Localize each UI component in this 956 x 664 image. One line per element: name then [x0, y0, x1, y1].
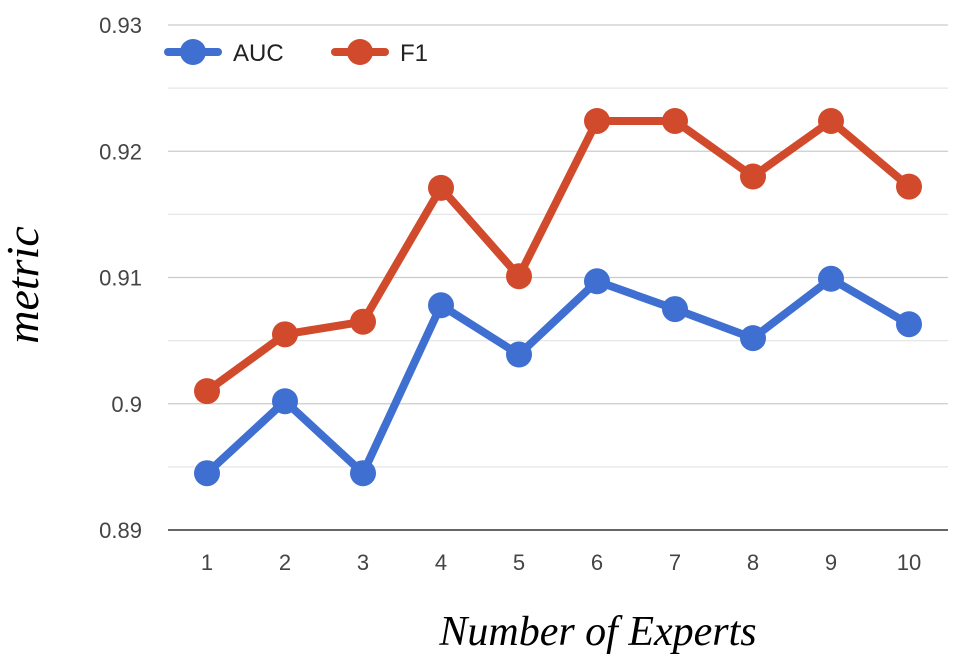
data-point-f1: [350, 308, 376, 335]
data-point-auc: [740, 325, 766, 352]
data-point-f1: [506, 263, 532, 290]
x-tick-label: 10: [897, 550, 921, 575]
data-point-f1: [584, 107, 610, 134]
x-tick-label: 4: [435, 550, 447, 575]
data-point-f1: [740, 163, 766, 190]
y-tick-label: 0.91: [99, 266, 142, 291]
data-point-f1: [896, 173, 922, 200]
y-axis-ticks: 0.89 0.9 0.91 0.92 0.93: [99, 13, 142, 543]
x-tick-label: 9: [825, 550, 837, 575]
y-axis-title: metric: [0, 226, 48, 344]
data-point-f1: [818, 107, 844, 134]
legend-swatch-marker: [347, 39, 373, 65]
y-tick-label: 0.93: [99, 13, 142, 38]
data-point-f1: [194, 378, 220, 405]
legend-label-f1: F1: [400, 40, 428, 67]
gridlines: [168, 24, 948, 531]
legend: AUC F1: [164, 39, 428, 67]
data-point-auc: [506, 341, 532, 368]
x-tick-label: 8: [747, 550, 759, 575]
x-tick-label: 5: [513, 550, 525, 575]
y-tick-label: 0.9: [111, 392, 142, 417]
y-tick-label: 0.89: [99, 518, 142, 543]
data-point-auc: [896, 311, 922, 338]
x-axis-title: Number of Experts: [438, 609, 756, 655]
data-point-auc: [272, 388, 298, 415]
data-point-f1: [272, 321, 298, 348]
data-point-auc: [818, 265, 844, 292]
x-tick-label: 6: [591, 550, 603, 575]
x-tick-label: 7: [669, 550, 681, 575]
x-tick-label: 1: [201, 550, 213, 575]
data-point-f1: [428, 174, 454, 201]
data-point-auc: [428, 292, 454, 319]
data-point-auc: [350, 460, 376, 487]
series-line-f1: [203, 116, 913, 396]
data-point-auc: [584, 268, 610, 295]
y-tick-label: 0.92: [99, 139, 142, 164]
series-line-auc: [203, 274, 913, 478]
x-tick-label: 2: [279, 550, 291, 575]
legend-label-auc: AUC: [233, 40, 284, 67]
x-tick-label: 3: [357, 550, 369, 575]
data-point-auc: [194, 460, 220, 487]
data-point-auc: [662, 296, 688, 323]
data-point-f1: [662, 107, 688, 134]
legend-swatch-marker: [180, 39, 206, 65]
series-group: [194, 107, 922, 487]
x-axis-ticks: 1 2 3 4 5 6 7 8 9 10: [201, 550, 921, 575]
